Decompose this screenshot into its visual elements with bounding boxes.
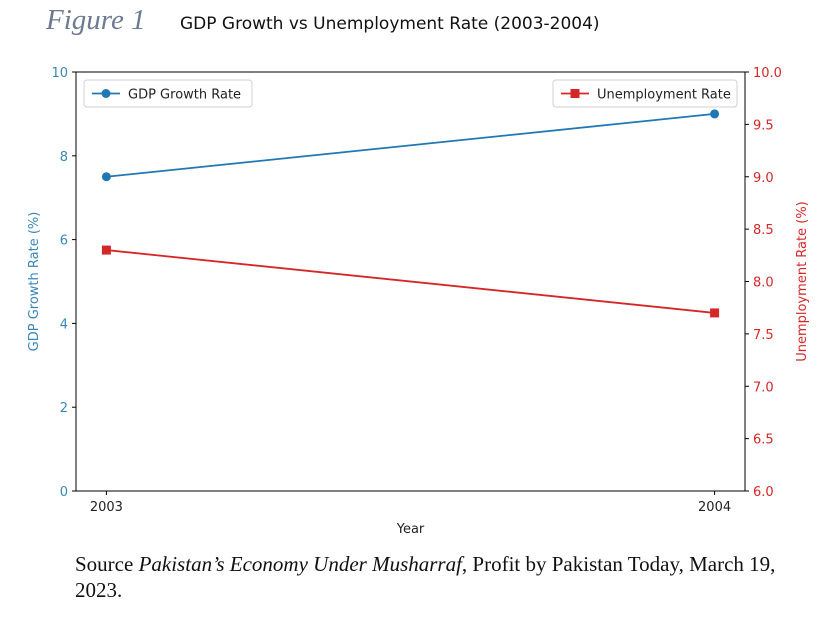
source-prefix: Source bbox=[75, 552, 139, 576]
legend-label: GDP Growth Rate bbox=[128, 88, 241, 103]
legend-marker bbox=[570, 89, 580, 98]
y-right-tick-label: 10.0 bbox=[753, 66, 782, 81]
legend-gdp-growth-rate bbox=[83, 79, 253, 108]
x-tick-label: 2003 bbox=[90, 500, 123, 515]
y-left-tick-label: 8 bbox=[60, 150, 68, 165]
y-right-tick-label: 8.0 bbox=[753, 276, 774, 291]
y-right-tick-label: 9.5 bbox=[753, 118, 774, 133]
legend-label: Unemployment Rate bbox=[597, 88, 731, 103]
y-left-tick-label: 0 bbox=[60, 485, 68, 500]
y-left-tick-label: 4 bbox=[60, 317, 68, 332]
y-left-tick-label: 10 bbox=[51, 66, 68, 81]
y-right-tick-label: 6.0 bbox=[753, 485, 774, 500]
source-citation: Source Pakistan’s Economy Under Musharra… bbox=[75, 551, 795, 603]
x-axis-label: Year bbox=[396, 522, 425, 537]
y-right-axis-label: Unemployment Rate (%) bbox=[795, 201, 810, 362]
figure-label: Figure 1 bbox=[46, 4, 146, 36]
source-suffix: , Profit by Pakistan Today, March 19, 20… bbox=[75, 552, 776, 602]
legend-unemployment-rate bbox=[552, 79, 738, 108]
y-left-tick-label: 2 bbox=[60, 401, 68, 416]
gdp-growth-rate-point bbox=[101, 172, 111, 182]
y-right-tick-label: 7.5 bbox=[753, 328, 774, 343]
unemployment-rate-point bbox=[710, 308, 720, 318]
chart-title: GDP Growth vs Unemployment Rate (2003-20… bbox=[180, 14, 600, 34]
gdp-growth-rate-point bbox=[710, 109, 720, 119]
x-tick-label: 2004 bbox=[698, 500, 731, 515]
legend-marker bbox=[101, 89, 111, 98]
y-right-tick-label: 7.0 bbox=[753, 380, 774, 395]
y-left-tick-label: 6 bbox=[60, 234, 68, 249]
gdp-growth-rate-line bbox=[106, 113, 715, 178]
unemployment-rate-line bbox=[106, 249, 715, 314]
y-left-axis-label: GDP Growth Rate (%) bbox=[27, 212, 42, 352]
y-right-tick-label: 9.0 bbox=[753, 171, 774, 186]
y-right-tick-label: 8.5 bbox=[753, 223, 774, 238]
source-title: Pakistan’s Economy Under Musharraf bbox=[138, 552, 462, 576]
y-right-tick-label: 6.5 bbox=[753, 433, 774, 448]
unemployment-rate-point bbox=[101, 245, 111, 255]
